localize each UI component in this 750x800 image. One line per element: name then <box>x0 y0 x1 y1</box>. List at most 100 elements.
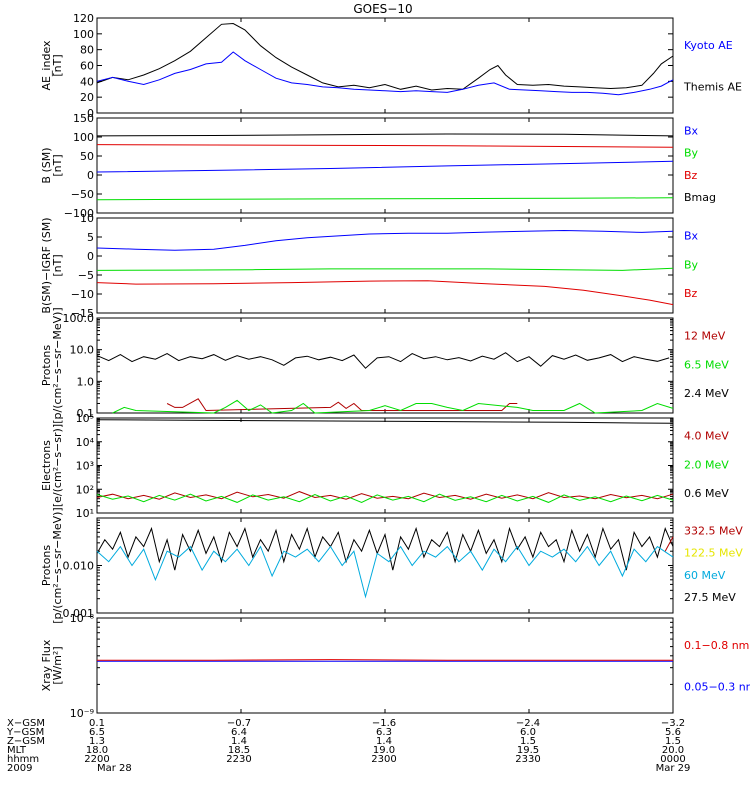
series-line <box>96 144 674 148</box>
y-tick-label: 10⁻⁸ <box>70 612 95 625</box>
legend-label: By <box>684 147 699 160</box>
y-tick-label: 10⁻⁹ <box>70 707 94 720</box>
series-line <box>96 51 674 96</box>
y-axis-label: [nT] <box>51 54 64 76</box>
x-axis-value: 2200 <box>84 754 109 765</box>
y-axis-label: Protons <box>40 345 53 386</box>
legend-label: 0.6 MeV <box>684 487 729 500</box>
x-axis-value: 2300 <box>371 754 396 765</box>
y-tick-label: 10 <box>80 212 94 225</box>
x-axis-row-label: Z−GSM <box>7 736 45 747</box>
y-axis-label: AE_index <box>40 40 53 91</box>
y-tick-label: −50 <box>71 188 94 201</box>
panel-5: 10¹ 10² 10³ 10⁴ 10⁵ Electrons[e/(cm²−s−sr)] 4.… <box>40 412 729 520</box>
x-axis-value: Mar 29 <box>656 763 691 774</box>
x-axis-row-label: MLT <box>7 745 27 756</box>
y-tick-label: 100.0 <box>63 312 95 325</box>
y-tick-label: 10⁴ <box>76 436 95 449</box>
y-tick-label: −100 <box>64 207 94 220</box>
y-axis-label: B(SM)−IGRF (SM) <box>40 217 53 313</box>
x-axis-value: 1.5 <box>665 736 681 747</box>
series-line <box>96 229 674 251</box>
y-tick-label: 10¹ <box>76 507 94 520</box>
legend-label: 6.5 MeV <box>684 358 729 371</box>
y-tick-label: 100 <box>73 28 94 41</box>
x-axis-row-label: 2009 <box>7 763 32 774</box>
y-tick-label: 50 <box>80 150 94 163</box>
x-axis-value: 20.0 <box>662 745 684 756</box>
y-axis-label: Protons <box>40 545 53 586</box>
panel-frame <box>96 17 674 114</box>
y-tick-label: 0.1 <box>77 407 95 420</box>
x-axis-value: 1.5 <box>520 736 536 747</box>
legend-label: By <box>684 258 699 271</box>
legend-label: 0.05−0.3 nm <box>684 680 750 693</box>
x-axis-value: 18.0 <box>86 745 108 756</box>
x-axis-value: −1.6 <box>372 718 396 729</box>
x-axis-value: 6.4 <box>231 727 247 738</box>
x-axis-value: 0.1 <box>89 718 105 729</box>
x-axis-row-label: Y−GSM <box>6 727 44 738</box>
series-line <box>112 399 674 414</box>
y-axis-label: [p/(cm²−s−sr−MeV)] <box>51 307 64 423</box>
panel-frame <box>96 317 674 414</box>
plot-title: GOES−10 <box>353 2 412 16</box>
y-tick-label: 0.010 <box>63 560 95 573</box>
panel-frame <box>96 217 674 314</box>
y-tick-label: 0 <box>87 250 94 263</box>
y-tick-label: 10² <box>76 483 94 496</box>
x-axis-row-label: X−GSM <box>7 718 45 729</box>
legend-label: 2.4 MeV <box>684 387 729 400</box>
y-axis-label: Xray Flux <box>40 639 53 691</box>
panel-frame <box>96 517 674 614</box>
x-axis-value: 2330 <box>515 754 540 765</box>
panel-6: 0.001 0.010 Protons[p/(cm²−s−sr−MeV)] 332.5… <box>40 507 743 623</box>
series-line <box>96 491 674 500</box>
x-axis-value: 18.5 <box>228 745 250 756</box>
x-axis-value: 0000 <box>660 754 685 765</box>
y-axis-label: [p/(cm²−s−sr−MeV)] <box>51 507 64 623</box>
series-line <box>97 659 673 661</box>
x-axis-value: 6.0 <box>520 727 536 738</box>
y-tick-label: 10⁵ <box>76 412 94 425</box>
legend-label: Bx <box>684 125 699 138</box>
y-tick-label: −5 <box>78 269 94 282</box>
legend-label: Bz <box>684 169 698 182</box>
legend-label: Bx <box>684 230 699 243</box>
x-axis-value: 19.5 <box>517 745 539 756</box>
series-line <box>96 545 674 599</box>
x-axis-value: −2.4 <box>516 718 540 729</box>
y-axis-label: [e/(cm²−s−sr)] <box>51 424 64 507</box>
legend-label: 122.5 MeV <box>684 547 743 560</box>
series-line <box>96 267 674 271</box>
series-line <box>96 419 674 424</box>
x-axis-value: 2230 <box>226 754 251 765</box>
legend-label: Kyoto AE <box>684 39 733 52</box>
y-tick-label: 5 <box>87 231 94 244</box>
series-line <box>96 160 674 173</box>
y-tick-label: 100 <box>73 131 94 144</box>
series-line <box>664 536 674 552</box>
y-tick-label: 60 <box>80 60 94 73</box>
legend-label: 27.5 MeV <box>684 591 736 604</box>
y-tick-label: 0 <box>87 169 94 182</box>
y-tick-label: 20 <box>80 91 94 104</box>
x-axis-value: 1.4 <box>376 736 392 747</box>
x-axis-value: 1.3 <box>89 736 105 747</box>
panel-frame <box>96 617 674 714</box>
legend-label: 4.0 MeV <box>684 430 729 443</box>
y-axis-label: Electrons <box>40 440 53 491</box>
series-line <box>96 493 674 503</box>
x-axis-value: Mar 28 <box>97 763 132 774</box>
legend-label: Bz <box>684 287 698 300</box>
y-tick-label: 10³ <box>76 460 94 473</box>
y-axis-label: [nT] <box>51 154 64 176</box>
y-tick-label: −15 <box>71 307 94 320</box>
panel-4: 0.1 1.0 10.0 100.0 Protons[p/(cm²−s−sr−MeV)]… <box>40 307 729 423</box>
y-axis-label: [nT] <box>51 254 64 276</box>
y-tick-label: −10 <box>71 288 94 301</box>
series-line <box>96 352 670 369</box>
y-tick-label: 1.0 <box>77 375 95 388</box>
legend-label: 332.5 MeV <box>684 525 743 538</box>
